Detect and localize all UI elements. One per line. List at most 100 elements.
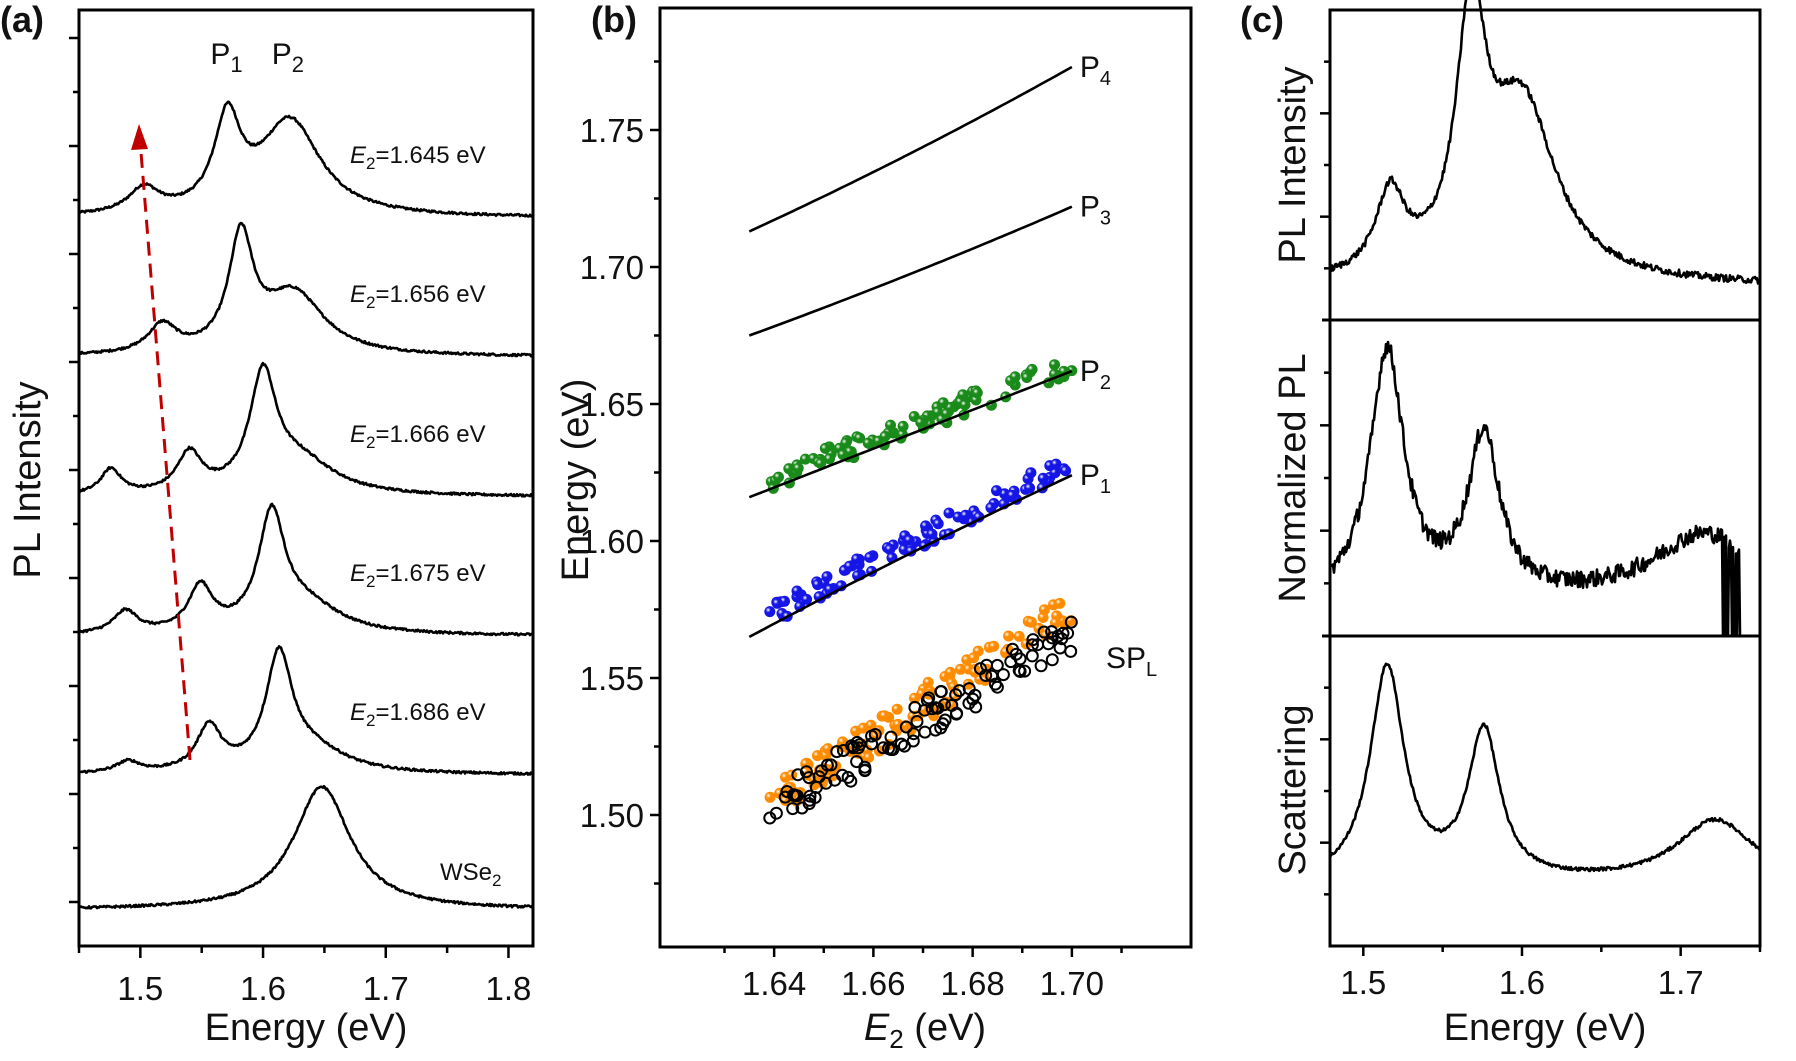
data-point: [962, 678, 974, 690]
red-dashed-arrow: [138, 139, 192, 761]
data-point: [803, 789, 817, 803]
model-line-p4: [748, 65, 1073, 233]
peak-label-main: P: [210, 38, 230, 71]
panel-b-x-label-unit: (eV): [904, 1007, 986, 1049]
peak-label-main: P: [272, 38, 292, 71]
x-tick-label: 1.6: [1499, 964, 1545, 1001]
data-point: [884, 543, 896, 555]
data-point: [910, 715, 924, 728]
spectrum-label-sub: 2: [366, 433, 375, 452]
line-label-spl: SPL: [1106, 642, 1157, 681]
spectrum-label-main: E: [350, 281, 367, 308]
data-point: [897, 420, 909, 432]
data-point: [1012, 664, 1026, 677]
panel-a-y-label: PL Intensity: [7, 381, 49, 578]
line-label-main: P: [1080, 355, 1100, 388]
x-tick-label: 1.5: [117, 970, 163, 1007]
panel-c: (c) 1.5 1.6 1.7 PL Intensity Normalized PL…: [1240, 0, 1762, 1049]
spectrum-e2-1-675-ev: [78, 502, 534, 637]
spectrum-normalized-pl: [1328, 340, 1742, 637]
data-point: [988, 677, 1002, 691]
spectrum-label: WSe2: [440, 859, 501, 890]
data-point: [764, 791, 776, 803]
spectrum-label: E2=1.675 eV: [350, 560, 486, 591]
data-point: [1038, 604, 1050, 616]
line-label-main: SP: [1106, 642, 1146, 675]
spectrum-label-sub: 2: [492, 871, 501, 890]
data-point: [1050, 458, 1062, 470]
data-point: [950, 706, 964, 720]
data-point: [801, 593, 813, 605]
peak-label-sub: 1: [230, 52, 242, 77]
panel-b-x-ticks: 1.64 1.66 1.68 1.70: [723, 947, 1123, 1002]
peak-label: P1: [210, 38, 242, 77]
x-tick-label: 1.66: [841, 965, 905, 1002]
data-point: [1045, 653, 1059, 667]
data-point: [824, 453, 835, 465]
spectrum-label-rest: =1.686 eV: [375, 699, 485, 726]
data-point: [1006, 489, 1018, 501]
line-label-sub: L: [1146, 659, 1157, 681]
data-point: [1037, 472, 1049, 484]
data-point: [960, 509, 971, 521]
data-point: [1025, 638, 1039, 652]
y-tick-label: 1.50: [580, 797, 644, 834]
data-point: [1049, 359, 1060, 371]
line-label-p2: P2: [1080, 355, 1111, 394]
data-point: [922, 676, 934, 688]
data-point: [811, 750, 823, 762]
spectrum-label-sub: 2: [366, 711, 375, 730]
data-point: [1025, 616, 1037, 628]
data-point: [988, 640, 1000, 652]
x-tick-label: 1.68: [941, 965, 1005, 1002]
line-label-sub: 3: [1100, 208, 1111, 230]
spectrum-label: E2=1.645 eV: [350, 142, 486, 173]
data-point: [915, 417, 927, 428]
line-label-sub: 2: [1100, 372, 1111, 394]
data-point: [802, 797, 816, 811]
y-tick-label: 1.65: [580, 386, 644, 423]
data-point: [864, 551, 876, 563]
data-point: [959, 399, 971, 411]
spectrum-e2-1-656-ev: [77, 221, 534, 358]
panel-b-label: (b): [591, 0, 637, 40]
data-point: [1041, 637, 1055, 651]
data-point: [876, 741, 890, 755]
panel-b-x-label-var: E: [864, 1007, 890, 1049]
data-point: [792, 462, 804, 474]
line-label-sub: 1: [1100, 476, 1111, 498]
panel-a-y-ticks: [69, 36, 79, 904]
spectrum-label-rest: =1.675 eV: [375, 560, 485, 587]
data-point: [835, 768, 849, 782]
data-point: [985, 502, 997, 514]
spectrum-label: E2=1.656 eV: [350, 281, 486, 312]
data-point: [941, 408, 952, 420]
data-point: [955, 663, 966, 675]
data-point: [918, 725, 932, 739]
spectrum-e2-1-686-ev: [78, 645, 534, 776]
data-point: [830, 745, 844, 759]
spectrum-label-rest: =1.656 eV: [375, 281, 485, 308]
data-point: [844, 774, 858, 788]
spectrum-label-sub: 2: [366, 293, 375, 312]
data-point: [865, 729, 879, 743]
line-label-p1: P1: [1080, 459, 1111, 498]
panel-c-y-label-normalized: Normalized PL: [1272, 353, 1314, 602]
panel-c-y-label-scattering: Scattering: [1272, 704, 1314, 875]
data-point: [938, 698, 951, 712]
line-label-main: P: [1080, 51, 1100, 84]
y-tick-label: 1.60: [580, 523, 644, 560]
panel-a-x-label: Energy (eV): [205, 1007, 408, 1049]
data-point: [858, 760, 872, 774]
data-point: [1018, 664, 1032, 678]
panel-c-y-label-pl: PL Intensity: [1272, 66, 1314, 263]
data-point: [878, 710, 890, 722]
data-point: [799, 453, 811, 465]
data-point: [879, 430, 891, 442]
data-point: [1009, 647, 1023, 661]
data-point: [769, 806, 783, 820]
data-point: [863, 752, 875, 763]
data-point: [1056, 626, 1070, 640]
